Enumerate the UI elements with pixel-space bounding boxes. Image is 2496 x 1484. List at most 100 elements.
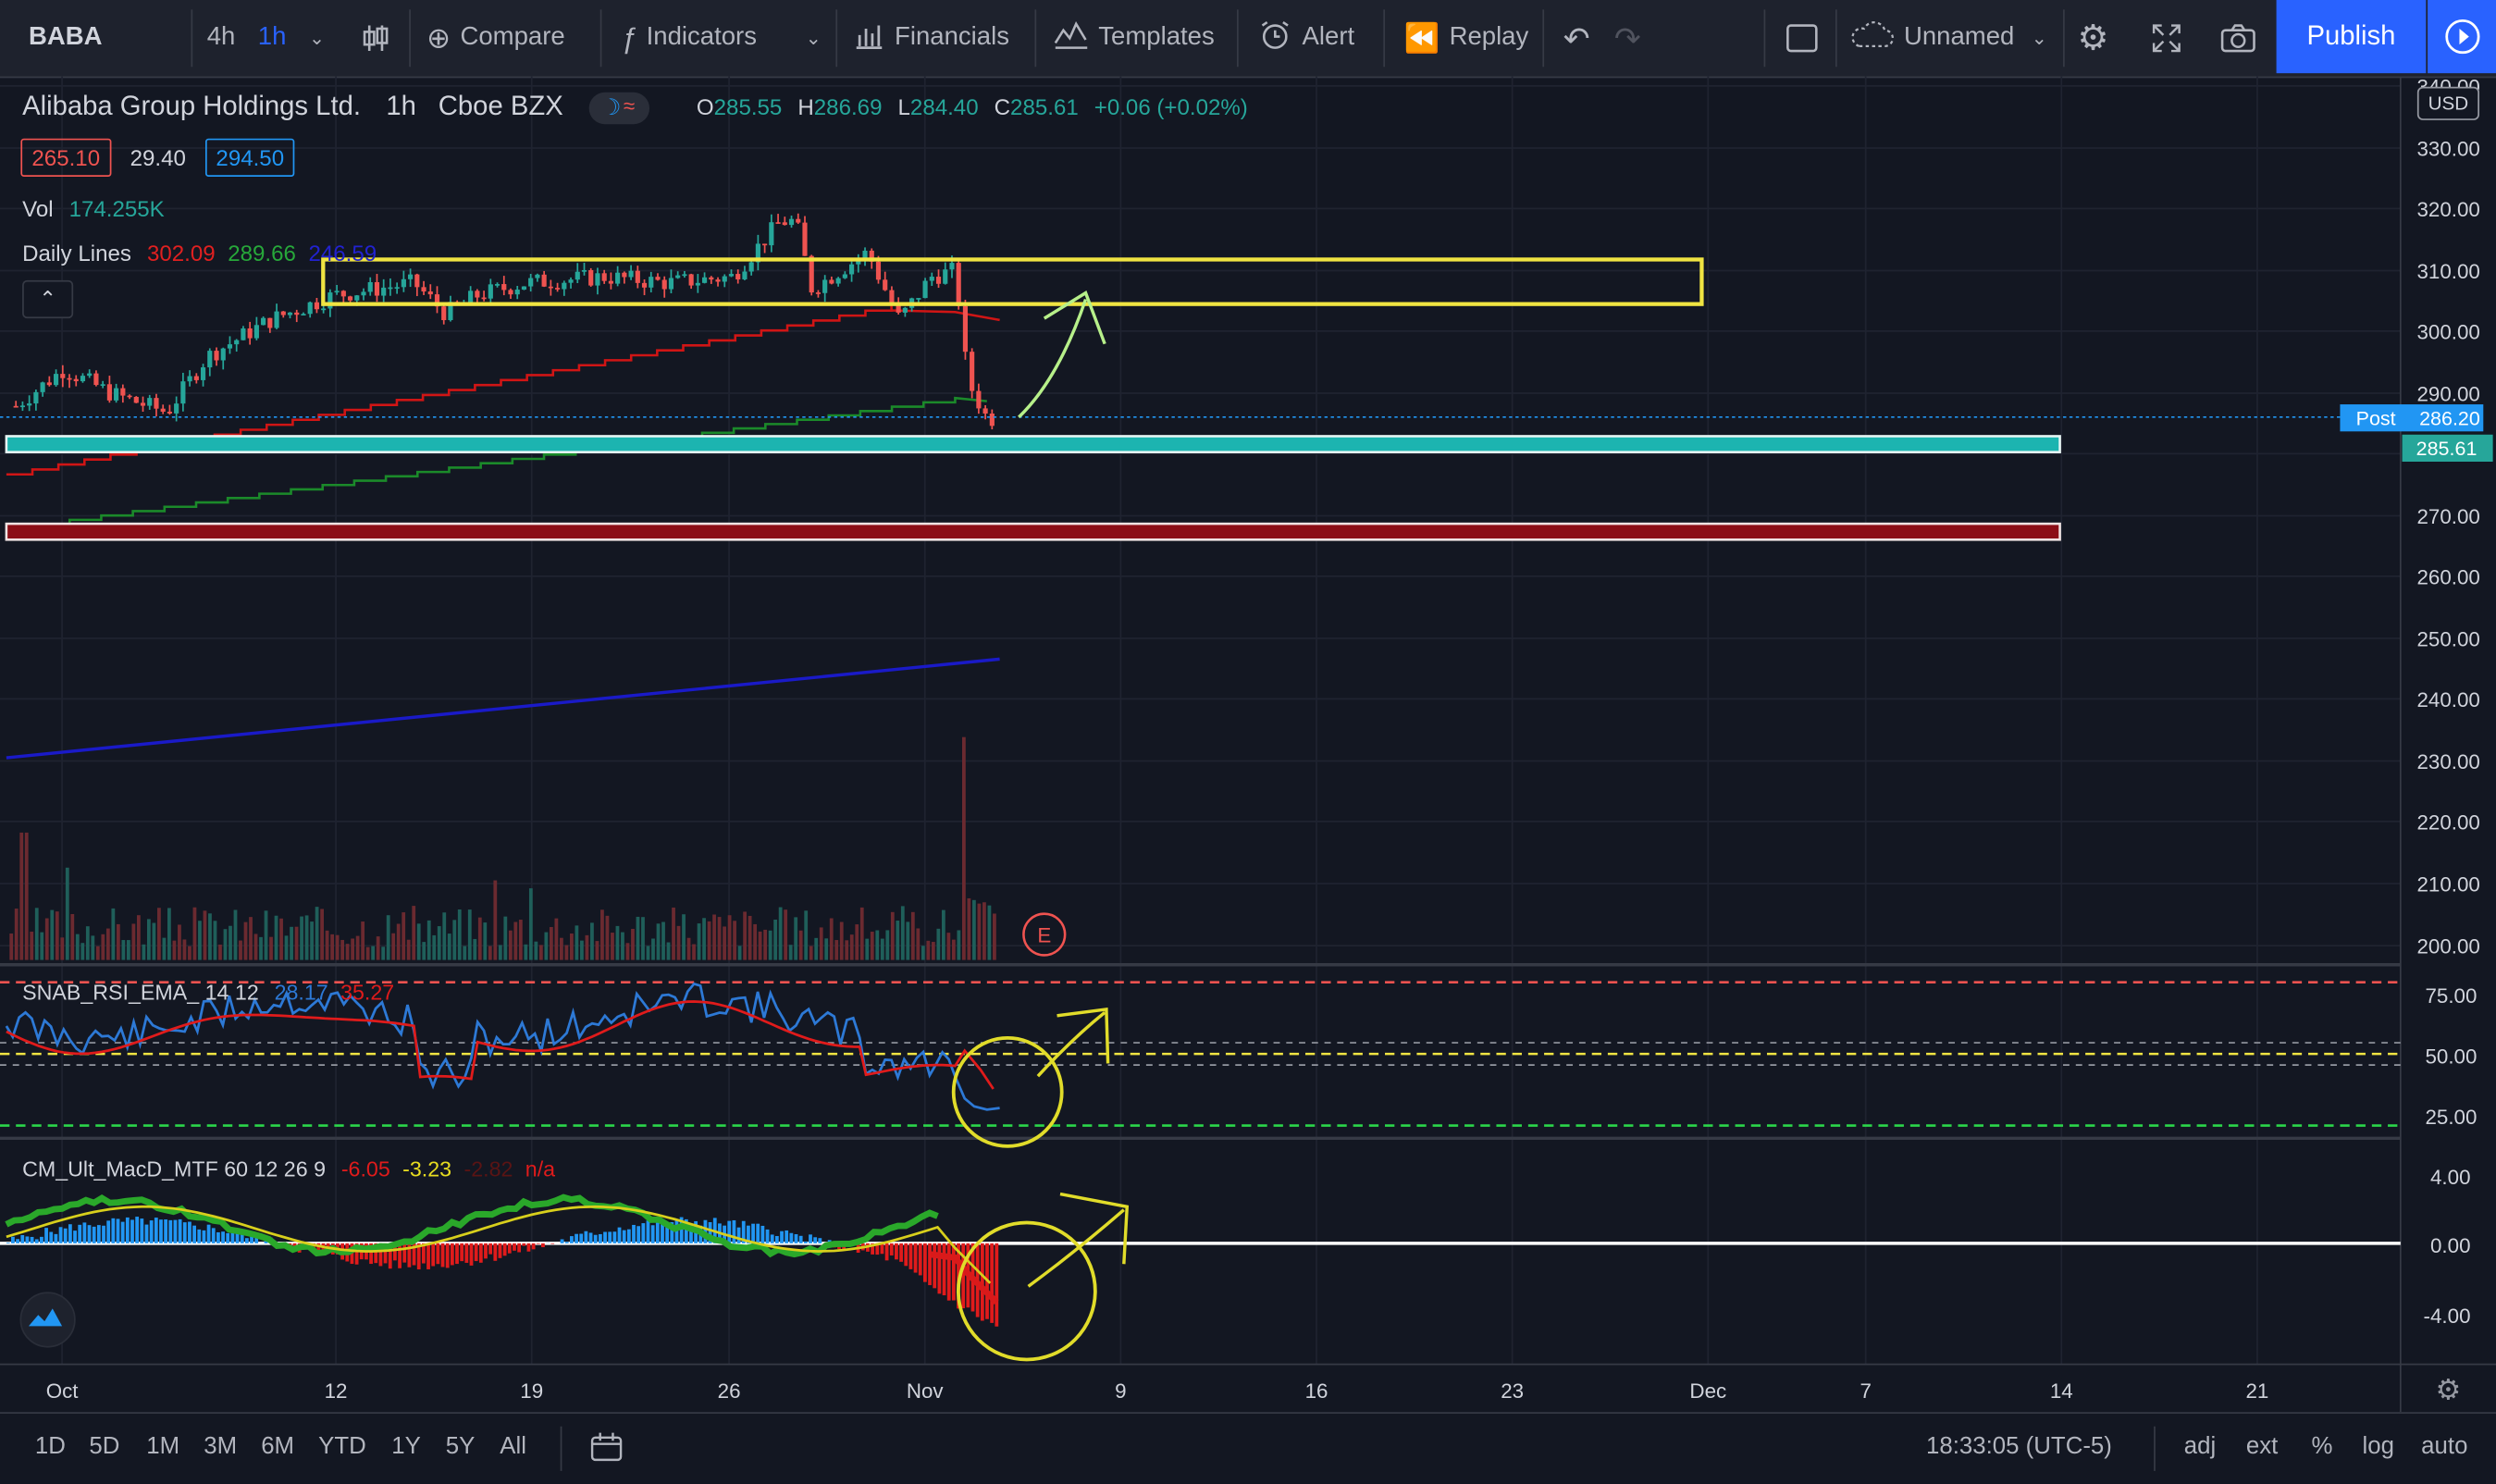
volume-bar (488, 946, 492, 959)
alarm-clock-icon (1257, 19, 1292, 58)
bid-price-badge[interactable]: 265.10 (20, 139, 111, 177)
chart-area[interactable]: E (0, 77, 2496, 1413)
interval-4h-button[interactable]: 4h (207, 0, 236, 77)
fullscreen-icon[interactable] (2149, 0, 2184, 77)
templates-button[interactable]: Templates (1054, 0, 1215, 77)
market-status-toggle[interactable]: ☽ ≈ (588, 93, 649, 124)
volume-bar (173, 941, 177, 960)
price-axis-label: 240.00 (2416, 688, 2479, 711)
candle-body (983, 408, 988, 414)
volume-bar (794, 917, 797, 959)
volume-bar (391, 934, 395, 960)
macd-axis[interactable]: 4.000.00-4.00 (2424, 1166, 2471, 1328)
hand-drawn-arrow-macd[interactable] (1029, 1210, 1124, 1287)
macd-indicator-name: CM_Ult_MacD_MTF 60 12 26 9 (22, 1157, 326, 1181)
candle-body (849, 265, 854, 275)
top-toolbar: BABA 4h 1h ⌄ ⊕ Compare ƒ Indicators ⌄ Fi… (0, 0, 2496, 78)
volume-bar (229, 926, 232, 960)
candle-body (575, 272, 580, 279)
range-1y-button[interactable]: 1Y (391, 1433, 421, 1460)
indicators-dropdown-chevron-icon[interactable]: ⌄ (806, 0, 822, 77)
rsi-legend[interactable]: SNAB_RSI_EMA_ 14 12 28.17 35.27 (22, 981, 394, 1005)
volume-bar (712, 914, 716, 959)
clock-timezone-button[interactable]: 18:33:05 (UTC-5) (1926, 1433, 2112, 1460)
range-5y-button[interactable]: 5Y (446, 1433, 476, 1460)
price-axis[interactable]: 340.00330.00320.00310.00300.00290.00270.… (2416, 77, 2479, 958)
volume-bar (330, 934, 334, 960)
macd-legend[interactable]: CM_Ult_MacD_MTF 60 12 26 9 -6.05 -3.23 -… (22, 1157, 555, 1181)
interval-dropdown-chevron-icon[interactable]: ⌄ (309, 0, 325, 77)
publish-play-icon[interactable] (2428, 0, 2496, 73)
support-zone-teal-rectangle[interactable] (6, 436, 2060, 451)
financials-button[interactable]: Financials (853, 0, 1009, 77)
volume-bar (860, 908, 864, 960)
undo-button[interactable]: ↶ (1563, 0, 1590, 77)
redo-button[interactable]: ↷ (1614, 0, 1641, 77)
range-1d-button[interactable]: 1D (35, 1433, 66, 1460)
range-6m-button[interactable]: 6M (261, 1433, 294, 1460)
candle-body (41, 382, 45, 392)
symbol-title[interactable]: Alibaba Group Holdings Ltd. (22, 91, 361, 121)
hand-drawn-arrow-price[interactable] (1019, 299, 1085, 416)
volume-bar (687, 938, 691, 960)
rsi-value-1: 28.17 (275, 981, 328, 1005)
divider (835, 9, 837, 67)
price-chart-canvas[interactable]: E (0, 77, 2496, 1413)
interval-1h-button[interactable]: 1h (258, 0, 287, 77)
candle-body (248, 328, 253, 339)
auto-scale-toggle[interactable]: auto (2421, 1433, 2467, 1460)
volume-bar (529, 888, 533, 959)
rsi-pane[interactable] (0, 983, 2401, 1146)
macd-histogram-bar (117, 1218, 120, 1243)
hand-drawn-arrow-rsi[interactable] (1038, 1012, 1105, 1076)
range-3m-button[interactable]: 3M (204, 1433, 237, 1460)
candle-body (957, 263, 961, 306)
settings-gear-icon[interactable]: ⚙ (2078, 0, 2109, 77)
volume-bar (387, 915, 390, 959)
candle-body (33, 392, 38, 403)
date-range-calendar-icon[interactable] (589, 1429, 624, 1472)
ask-price-badge[interactable]: 294.50 (204, 139, 295, 177)
layout-dropdown-chevron-icon[interactable]: ⌄ (2032, 0, 2047, 77)
macd-pane[interactable] (0, 1194, 2401, 1360)
macd-histogram-bar (565, 1242, 569, 1243)
volume-bar (346, 944, 350, 959)
support-zone-red-rectangle[interactable] (6, 524, 2060, 539)
volume-bar (972, 900, 976, 960)
layout-name-button[interactable]: Unnamed (1849, 0, 2014, 77)
camera-icon[interactable] (2219, 0, 2257, 77)
volume-bar (692, 945, 696, 960)
volume-bar (738, 946, 742, 959)
daily-lines-legend[interactable]: Daily Lines 302.09 289.66 246.59 (22, 241, 377, 266)
hand-drawn-arrowhead-price[interactable] (1044, 293, 1105, 344)
alert-button[interactable]: Alert (1257, 0, 1354, 77)
indicators-button[interactable]: ƒ Indicators (621, 0, 757, 77)
range-ytd-button[interactable]: YTD (318, 1433, 366, 1460)
replay-button[interactable]: ⏪ Replay (1404, 0, 1529, 77)
symbol-search-button[interactable]: BABA (29, 0, 103, 77)
adjust-dividends-toggle[interactable]: adj (2184, 1433, 2216, 1460)
range-all-button[interactable]: All (500, 1433, 526, 1460)
collapse-legend-button[interactable]: ⌃ (22, 280, 73, 318)
scale-settings-gear-icon[interactable]: ⚙ (2436, 1373, 2462, 1406)
volume-legend[interactable]: Vol 174.255K (22, 196, 165, 222)
volume-bar (830, 918, 834, 959)
layout-toggle-square-icon[interactable] (1785, 0, 1820, 77)
bar-style-candles-icon[interactable] (360, 0, 391, 77)
macd-histogram-bar (737, 1228, 741, 1243)
plus-circle-icon: ⊕ (426, 21, 451, 55)
macd-histogram-bar (499, 1243, 502, 1258)
volume-bar (881, 939, 884, 960)
publish-button[interactable]: Publish (2277, 0, 2427, 73)
candle-body (615, 273, 620, 284)
compare-button[interactable]: ⊕ Compare (426, 0, 565, 77)
range-1m-button[interactable]: 1M (146, 1433, 179, 1460)
log-scale-toggle[interactable]: log (2363, 1433, 2394, 1460)
candle-body (669, 278, 673, 289)
extended-hours-toggle[interactable]: ext (2246, 1433, 2278, 1460)
range-5d-button[interactable]: 5D (89, 1433, 119, 1460)
volume-bar (198, 921, 202, 959)
percent-scale-toggle[interactable]: % (2311, 1433, 2332, 1460)
